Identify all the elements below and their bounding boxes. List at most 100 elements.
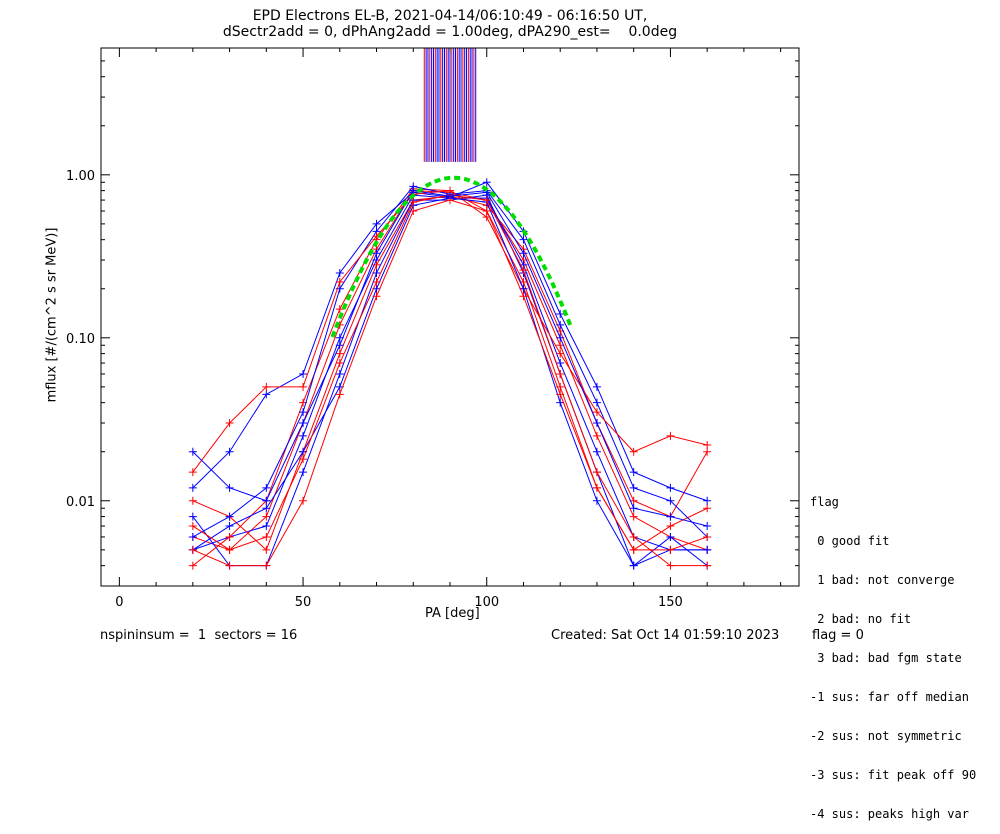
data-point <box>335 341 344 350</box>
data-point <box>592 382 601 391</box>
data-point <box>703 440 712 449</box>
data-point <box>335 305 344 314</box>
data-point <box>556 333 565 342</box>
data-point <box>225 483 234 492</box>
data-point <box>188 512 197 521</box>
data-point <box>519 292 528 301</box>
data-point <box>629 468 638 477</box>
data-point <box>299 455 308 464</box>
legend-item: 0 good fit <box>810 534 890 548</box>
x-tick-label: 0 <box>115 595 123 610</box>
data-point <box>592 483 601 492</box>
data-point <box>592 447 601 456</box>
data-point <box>225 512 234 521</box>
data-point <box>629 512 638 521</box>
data-point <box>629 504 638 513</box>
data-point <box>188 468 197 477</box>
x-tick-label: 100 <box>474 595 499 610</box>
chart-title-line1: EPD Electrons EL-B, 2021-04-14/06:10:49 … <box>252 8 648 24</box>
data-point <box>556 320 565 329</box>
data-point <box>335 359 344 368</box>
data-point <box>188 522 197 531</box>
legend-item: -2 sus: not symmetric <box>810 729 962 743</box>
data-point <box>335 277 344 286</box>
data-point <box>703 532 712 541</box>
data-point <box>299 496 308 505</box>
data-point <box>409 206 418 215</box>
series-line <box>192 194 708 567</box>
legend-item: -3 sus: fit peak off 90 <box>810 768 977 782</box>
data-point <box>666 545 675 554</box>
data-point <box>299 382 308 391</box>
data-point <box>666 522 675 531</box>
series-line <box>192 190 708 473</box>
data-point <box>592 496 601 505</box>
axis-layer: 0 50 100 150 0.01 0.10 1.00 <box>66 47 799 610</box>
footer-flag: flag = 0 <box>812 628 864 643</box>
data-point <box>262 504 271 513</box>
data-point <box>666 512 675 521</box>
data-point <box>703 447 712 456</box>
series-line <box>192 199 708 567</box>
series-line <box>192 181 708 502</box>
series-line <box>192 197 708 567</box>
data-point <box>703 504 712 513</box>
y-tick-label: 0.01 <box>66 495 95 510</box>
data-point <box>372 268 381 277</box>
data-point <box>335 268 344 277</box>
chart-title-line2: dSectr2add = 0, dPhAng2add = 1.00deg, dP… <box>222 24 678 40</box>
data-point <box>225 532 234 541</box>
footer-created: Created: Sat Oct 14 01:59:10 2023 <box>551 628 780 643</box>
series-line <box>192 194 708 567</box>
chart: 0 50 100 150 0.01 0.10 1.00 <box>66 47 800 610</box>
data-point <box>556 349 565 358</box>
data-point <box>519 235 528 244</box>
data-point <box>629 532 638 541</box>
data-point <box>592 468 601 477</box>
data-point <box>299 431 308 440</box>
data-point <box>372 249 381 258</box>
vertical-lines-layer <box>423 48 477 162</box>
data-point <box>703 545 712 554</box>
data-point <box>629 496 638 505</box>
data-point <box>592 408 601 417</box>
series-line <box>192 190 708 527</box>
data-point <box>556 390 565 399</box>
data-point <box>262 532 271 541</box>
data-point <box>188 496 197 505</box>
data-point <box>519 284 528 293</box>
data-point <box>335 369 344 378</box>
data-point <box>372 219 381 228</box>
fit-layer <box>330 175 574 338</box>
data-point <box>225 419 234 428</box>
data-point <box>188 532 197 541</box>
data-point <box>225 545 234 554</box>
data-point <box>556 359 565 368</box>
data-point <box>262 512 271 521</box>
data-point <box>335 349 344 358</box>
data-point <box>409 198 418 207</box>
data-point <box>225 522 234 531</box>
data-point <box>372 260 381 269</box>
data-point <box>556 398 565 407</box>
data-point <box>262 545 271 554</box>
data-point <box>262 561 271 570</box>
data-point <box>703 561 712 570</box>
data-point <box>592 419 601 428</box>
data-point <box>666 496 675 505</box>
legend-item: 3 bad: bad fgm state <box>810 651 962 665</box>
data-point <box>299 419 308 428</box>
data-point <box>592 431 601 440</box>
series-line <box>192 190 708 551</box>
series-layer <box>188 178 712 570</box>
data-point <box>629 545 638 554</box>
data-point <box>225 561 234 570</box>
data-point <box>188 447 197 456</box>
x-tick-label: 150 <box>658 595 683 610</box>
data-point <box>299 408 308 417</box>
fit-curve <box>330 175 574 338</box>
series-line <box>192 194 708 551</box>
data-point <box>556 309 565 318</box>
legend-item: 2 bad: no fit <box>810 612 912 626</box>
y-tick-label: 1.00 <box>66 169 95 184</box>
